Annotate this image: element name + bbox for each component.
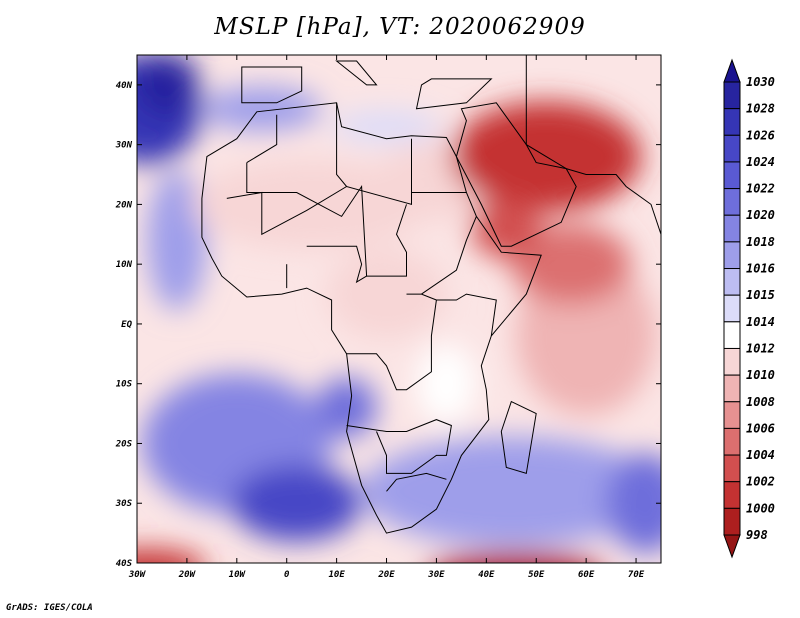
colorbar: 1030 1028 1026 1024 1022 1020 1018 1016 1015 1014… <box>723 58 775 559</box>
colorbar-label: 1018 <box>746 235 775 249</box>
pressure-cell <box>231 465 362 542</box>
lat-tick-label: 20N <box>115 200 133 210</box>
anatolia-coast <box>415 78 493 110</box>
colorbar-label: 1010 <box>746 368 775 382</box>
footer-credit: GrADS: IGES/COLA <box>6 603 93 613</box>
italy-coast <box>335 60 378 86</box>
lat-axis: 40N 30N 20N 10N EQ 10S 20S 30S 40S <box>115 81 661 569</box>
country-border <box>246 114 278 164</box>
colorbar-swatch <box>723 534 741 559</box>
country-border <box>306 245 367 284</box>
africa-coast <box>201 102 542 534</box>
pressure-cell <box>331 110 442 143</box>
lat-tick-label: EQ <box>121 320 132 330</box>
colorbar-swatch <box>723 294 741 323</box>
pressure-cell <box>326 249 447 340</box>
colorbar-label: 1012 <box>746 341 775 355</box>
country-border <box>421 216 477 295</box>
colorbar-swatch <box>723 374 741 403</box>
pressure-cell <box>191 159 432 250</box>
colorbar-label: 1020 <box>746 208 775 222</box>
lat-tick-label: 40S <box>116 559 133 569</box>
lon-tick-label: 70E <box>628 570 645 580</box>
lat-tick-label: 20S <box>115 439 133 449</box>
colorbar-swatch <box>723 454 741 483</box>
lon-tick-label: 0 <box>284 570 290 580</box>
map-frame <box>136 54 662 564</box>
colorbar-label: 1008 <box>746 395 775 409</box>
asia-coast <box>525 55 661 235</box>
pressure-cell <box>511 224 632 305</box>
country-border <box>246 162 407 277</box>
colorbar-swatch <box>723 241 741 270</box>
colorbar-swatch <box>723 481 741 509</box>
colorbar-label: 1024 <box>746 155 775 169</box>
pressure-cell <box>137 55 199 117</box>
colorbar-swatch <box>723 81 741 110</box>
colorbar-swatch <box>723 268 741 296</box>
colorbar-swatch <box>723 214 741 243</box>
pressure-cell <box>137 548 205 563</box>
lon-tick-label: 10E <box>328 570 345 580</box>
lon-axis: 30W 20W 10W 0 10E 20E 30E 40E 50E 60E 70E <box>128 55 645 580</box>
pressure-cell <box>361 436 661 547</box>
lon-tick-label: 10W <box>229 570 247 580</box>
country-border <box>346 293 497 391</box>
colorbar-swatch <box>723 134 741 163</box>
lat-tick-label: 30S <box>115 499 133 509</box>
lat-tick-label: 40N <box>116 81 133 91</box>
lon-tick-label: 30W <box>128 570 147 580</box>
colorbar-label: 1000 <box>746 501 775 515</box>
lon-tick-label: 50E <box>528 570 545 580</box>
pressure-cell <box>416 343 477 424</box>
colorbar-label: 1028 <box>746 102 775 116</box>
arabia-coast <box>455 102 577 247</box>
colorbar-swatch <box>723 108 741 136</box>
pressure-cell <box>201 86 322 131</box>
colorbar-label: 1030 <box>746 75 775 89</box>
pressure-cell <box>316 377 377 438</box>
map-title: MSLP [hPa], VT: 2020062909 <box>214 14 586 40</box>
colorbar-label: 1016 <box>746 262 775 276</box>
iberia-coast <box>241 66 303 104</box>
colorbar-label: 1002 <box>746 475 775 489</box>
country-border <box>226 185 467 236</box>
lon-tick-label: 60E <box>578 570 595 580</box>
pressure-field <box>137 55 661 563</box>
colorbar-label: 1014 <box>746 315 775 329</box>
colorbar-label: 1006 <box>746 421 775 435</box>
colorbar-label: 1022 <box>746 182 775 196</box>
colorbar-swatch <box>723 507 741 536</box>
colorbar-swatch <box>723 58 741 83</box>
lat-tick-label: 10S <box>116 380 133 390</box>
pressure-cell <box>440 552 592 563</box>
colorbar-label: 998 <box>746 528 768 542</box>
colorbar-swatch <box>723 427 741 456</box>
country-border <box>336 102 347 187</box>
colorbar-label: 1015 <box>746 288 775 302</box>
colorbar-label: 1026 <box>746 128 775 142</box>
lat-tick-label: 10N <box>116 260 133 270</box>
madagascar-coast <box>500 400 537 475</box>
colorbar-label: 1004 <box>746 448 775 462</box>
lon-tick-label: 40E <box>478 570 495 580</box>
pressure-cell <box>606 453 661 554</box>
colorbar-swatch <box>723 161 741 190</box>
lon-tick-label: 30E <box>427 570 445 580</box>
colorbar-swatch <box>723 401 741 429</box>
country-border <box>386 472 447 492</box>
lat-tick-label: 30N <box>115 141 133 151</box>
colorbar-swatch <box>723 188 741 216</box>
lon-tick-label: 20W <box>178 570 197 580</box>
country-border <box>346 419 452 474</box>
colorbar-swatch <box>723 321 741 349</box>
lon-tick-label: 20E <box>377 570 395 580</box>
pressure-cell <box>471 198 542 259</box>
colorbar-swatch <box>723 347 741 376</box>
